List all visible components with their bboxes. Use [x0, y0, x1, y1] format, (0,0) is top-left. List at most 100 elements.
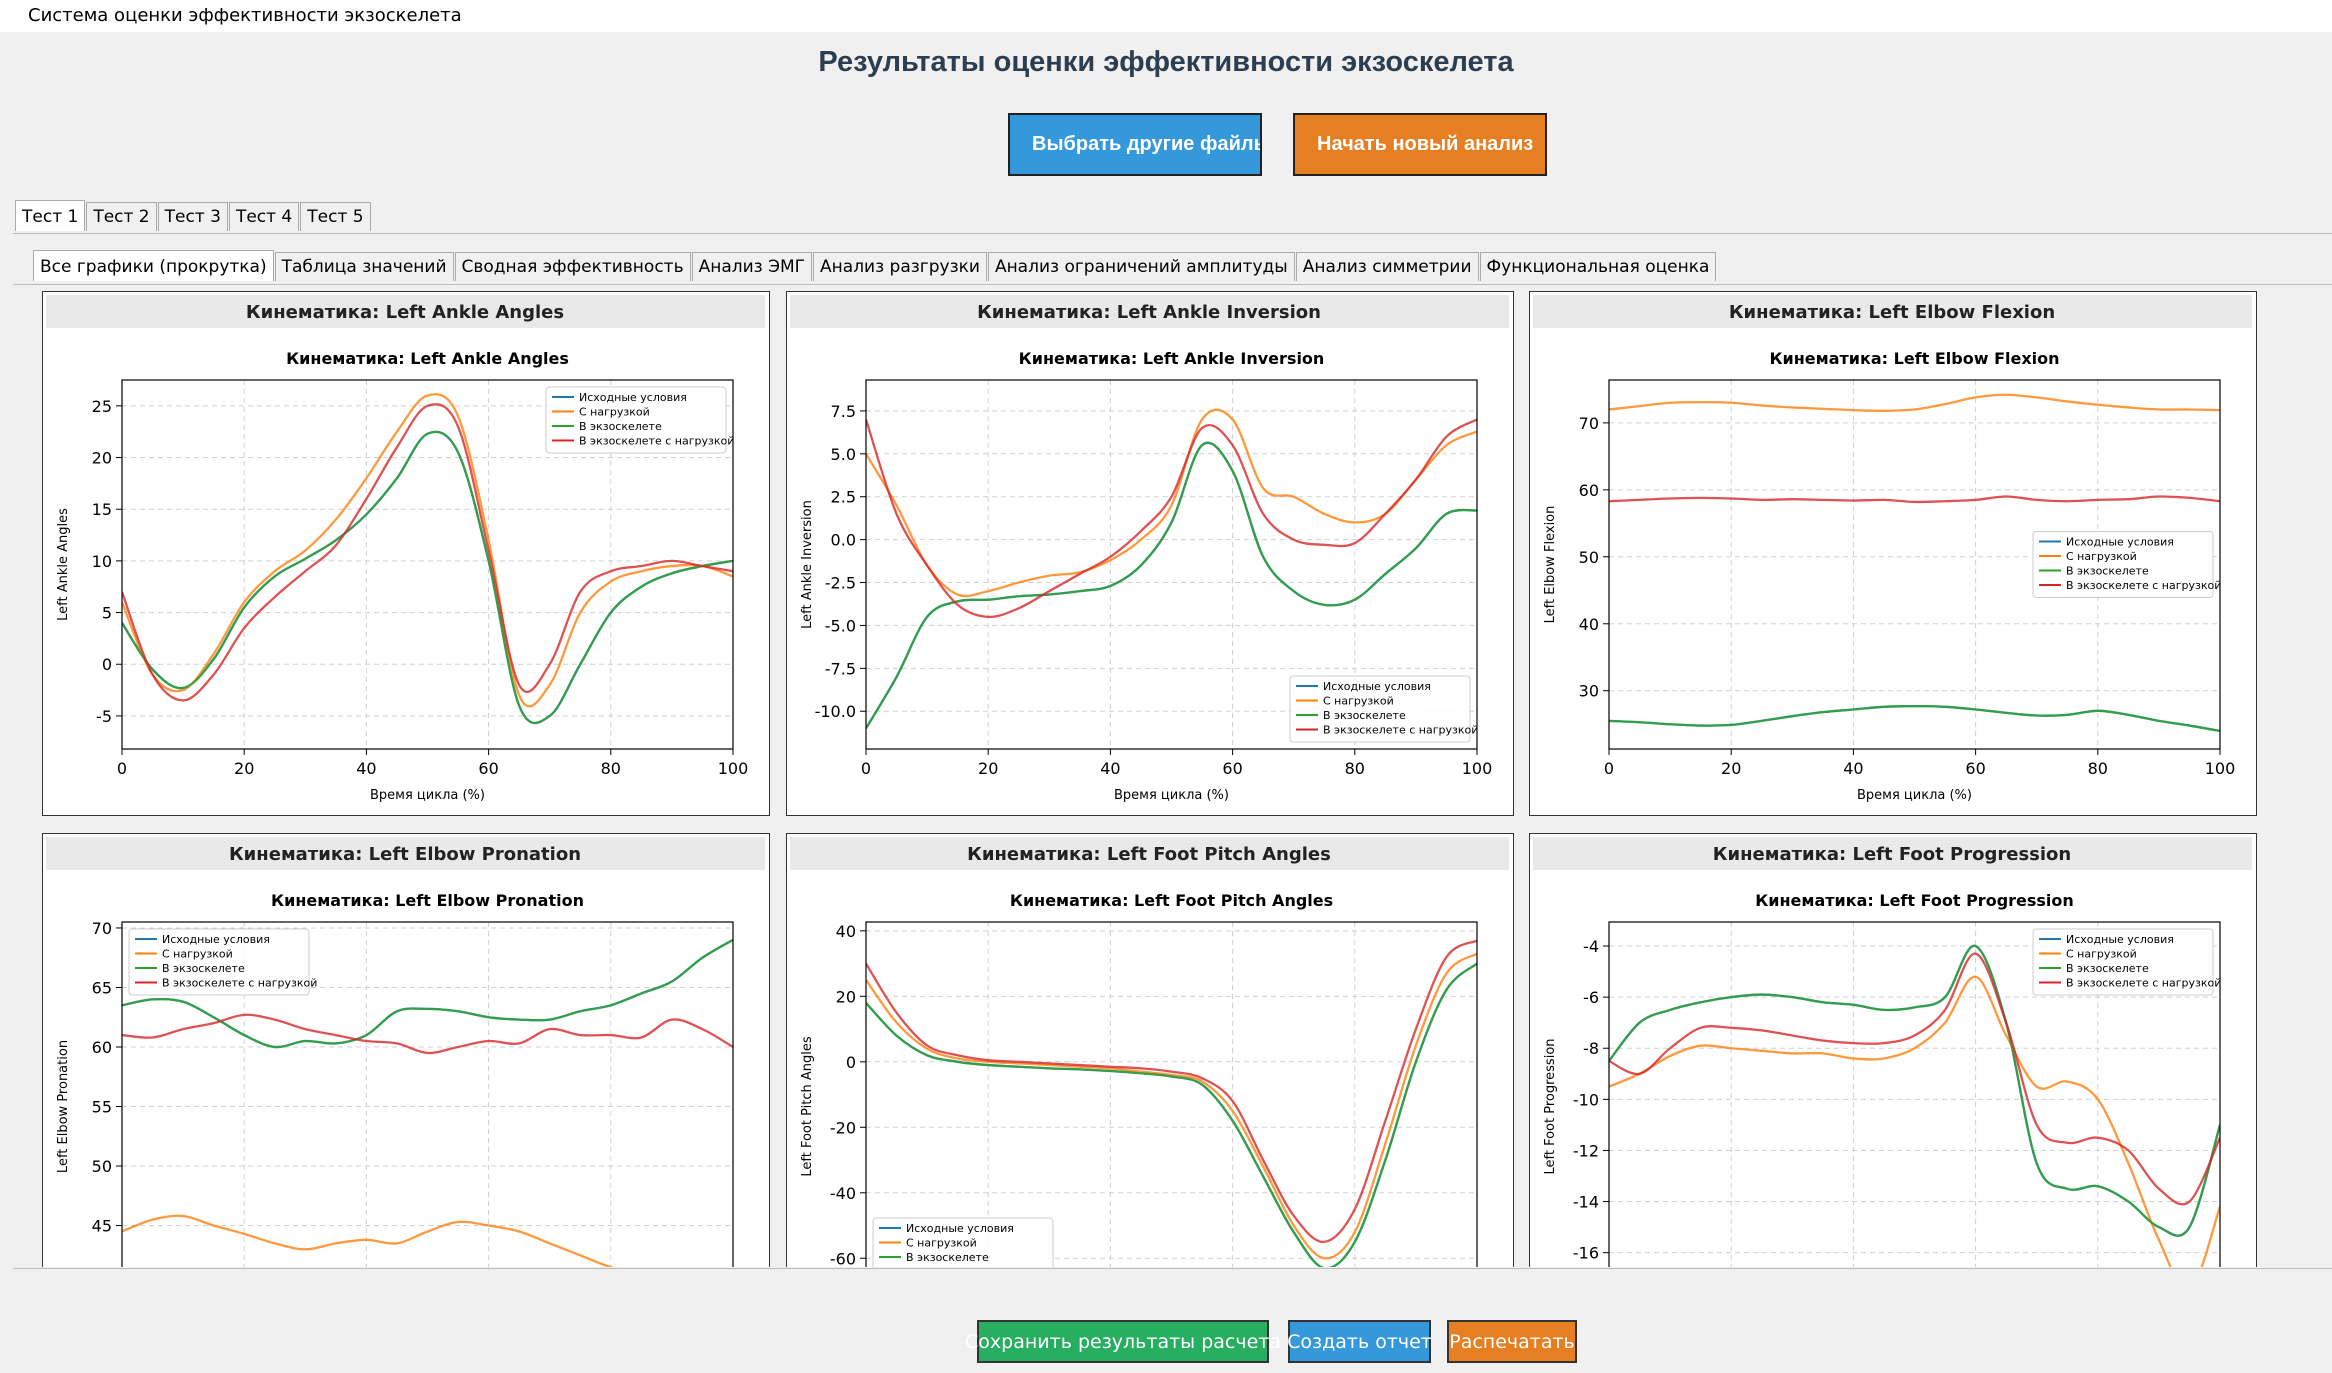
chart-title: Кинематика: Left Foot Pitch Angles [1009, 891, 1332, 910]
legend-label: С нагрузкой [2066, 948, 2137, 961]
data-line [866, 410, 1477, 596]
y-tick-label: 70 [92, 919, 112, 938]
y-tick-label: -7.5 [824, 659, 855, 678]
window-title: Система оценки эффективности экзоскелета [0, 0, 2332, 32]
panel-title: Кинематика: Left Elbow Pronation [229, 844, 581, 865]
new-analysis-button[interactable]: Начать новый анализ [1293, 113, 1547, 176]
view-tab[interactable]: Анализ разгрузки [813, 252, 987, 281]
view-tab[interactable]: Анализ симметрии [1296, 252, 1479, 281]
y-tick-label: -4 [1583, 937, 1599, 956]
charts-scroll-area[interactable]: Кинематика: Left Ankle Angles Кинематика:… [13, 283, 2332, 1267]
y-axis-label: Left Elbow Flexion [1543, 506, 1558, 624]
x-tick-label: 80 [1344, 759, 1364, 778]
test-tab[interactable]: Тест 4 [229, 202, 299, 231]
chart-title: Кинематика: Left Ankle Inversion [1018, 349, 1324, 368]
data-line [866, 419, 1477, 616]
x-tick-label: 0 [1604, 759, 1614, 778]
page-title: Результаты оценки эффективности экзоскел… [0, 46, 2332, 79]
chart-panel: Кинематика: Left Elbow PronationКинемати… [42, 833, 770, 1267]
y-tick-label: 15 [92, 500, 112, 519]
x-tick-label: 0 [117, 759, 127, 778]
y-axis-label: Left Elbow Pronation [56, 1040, 71, 1173]
data-line [1609, 395, 2220, 411]
y-tick-label: 25 [92, 397, 112, 416]
panel-title: Кинематика: Left Ankle Inversion [977, 302, 1321, 323]
legend-label: В экзоскелете [579, 420, 662, 433]
view-tab[interactable]: Анализ ограничений амплитуды [988, 252, 1295, 281]
x-tick-label: 60 [1965, 759, 1985, 778]
legend-label: В экзоскелете с нагрузкой [162, 977, 317, 990]
legend-label: В экзоскелете [2066, 962, 2149, 975]
data-line [122, 432, 733, 723]
x-tick-label: 40 [356, 759, 376, 778]
y-tick-label: 65 [92, 978, 112, 997]
panel-title: Кинематика: Left Ankle Angles [246, 302, 564, 323]
y-tick-label: -14 [1573, 1193, 1599, 1212]
x-tick-label: 0 [860, 759, 870, 778]
legend: Исходные условияС нагрузкойВ экзоскелете… [129, 929, 317, 995]
y-tick-label: -16 [1573, 1244, 1599, 1263]
legend-label: В экзоскелете с нагрузкой [1323, 724, 1478, 737]
x-axis-label: Время цикла (%) [1857, 788, 1972, 803]
chart-title: Кинематика: Left Foot Progression [1755, 891, 2074, 910]
y-tick-label: 60 [92, 1038, 112, 1057]
view-tab[interactable]: Все графики (прокрутка) [33, 250, 274, 281]
x-axis-label: Время цикла (%) [370, 788, 485, 803]
panel-title: Кинематика: Left Foot Progression [1713, 844, 2071, 865]
data-line [866, 954, 1477, 1259]
chart: Кинематика: Left Elbow PronationКинемати… [43, 834, 771, 1267]
y-tick-label: 50 [92, 1157, 112, 1176]
legend-label: В экзоскелете с нагрузкой [906, 1266, 1061, 1268]
data-line [1609, 496, 2220, 501]
legend-label: В экзоскелете с нагрузкой [2066, 977, 2221, 990]
legend-label: Исходные условия [2066, 933, 2174, 946]
y-axis-label: Left Ankle Angles [56, 508, 71, 621]
x-axis-label: Время цикла (%) [1114, 788, 1229, 803]
y-tick-label: 2.5 [830, 488, 855, 507]
x-tick-label: 40 [1843, 759, 1863, 778]
y-tick-label: 40 [835, 922, 855, 941]
print-button[interactable]: Распечатать [1447, 1320, 1577, 1363]
test-tab[interactable]: Тест 2 [86, 202, 156, 231]
view-tab[interactable]: Функциональная оценка [1480, 252, 1717, 281]
save-button[interactable]: Сохранить результаты расчета [977, 1320, 1269, 1363]
view-tab[interactable]: Анализ ЭМГ [692, 252, 812, 281]
y-tick-label: 20 [92, 449, 112, 468]
y-tick-label: 45 [92, 1217, 112, 1236]
data-line [122, 1216, 733, 1267]
test-tab[interactable]: Тест 5 [300, 202, 370, 231]
x-tick-label: 20 [234, 759, 254, 778]
y-tick-label: -12 [1573, 1141, 1599, 1160]
y-tick-label: 50 [1579, 548, 1599, 567]
chart-title: Кинематика: Left Ankle Angles [286, 349, 569, 368]
chart-title: Кинематика: Left Elbow Flexion [1769, 349, 2059, 368]
view-tab[interactable]: Таблица значений [275, 252, 454, 281]
view-tab[interactable]: Сводная эффективность [455, 252, 691, 281]
legend-label: С нагрузкой [162, 948, 233, 961]
y-tick-label: -6 [1583, 988, 1599, 1007]
test-tab[interactable]: Тест 1 [15, 200, 85, 231]
panel-title: Кинематика: Left Elbow Flexion [1729, 302, 2055, 323]
legend-label: Исходные условия [579, 391, 687, 404]
x-tick-label: 80 [2088, 759, 2108, 778]
chart-panel: Кинематика: Left Ankle Angles Кинематика:… [42, 291, 770, 816]
y-tick-label: 55 [92, 1098, 112, 1117]
y-tick-label: -2.5 [824, 574, 855, 593]
x-tick-label: 20 [978, 759, 998, 778]
y-tick-label: 0 [845, 1053, 855, 1072]
y-tick-label: -5 [96, 707, 112, 726]
legend-label: Исходные условия [1323, 680, 1431, 693]
choose-files-button[interactable]: Выбрать другие файлы [1008, 113, 1262, 176]
legend-label: В экзоскелете с нагрузкой [579, 435, 734, 448]
data-line [1609, 977, 2220, 1267]
y-tick-label: 70 [1579, 414, 1599, 433]
data-line [1609, 706, 2220, 731]
report-button[interactable]: Создать отчет [1288, 1320, 1431, 1363]
y-tick-label: 40 [1579, 615, 1599, 634]
test-tab[interactable]: Тест 3 [158, 202, 228, 231]
panel-title: Кинематика: Left Foot Pitch Angles [967, 844, 1331, 865]
data-line [122, 432, 733, 723]
legend-label: Исходные условия [906, 1222, 1014, 1235]
legend: Исходные условияС нагрузкойВ экзоскелете… [2033, 532, 2221, 598]
y-tick-label: -60 [829, 1249, 855, 1267]
